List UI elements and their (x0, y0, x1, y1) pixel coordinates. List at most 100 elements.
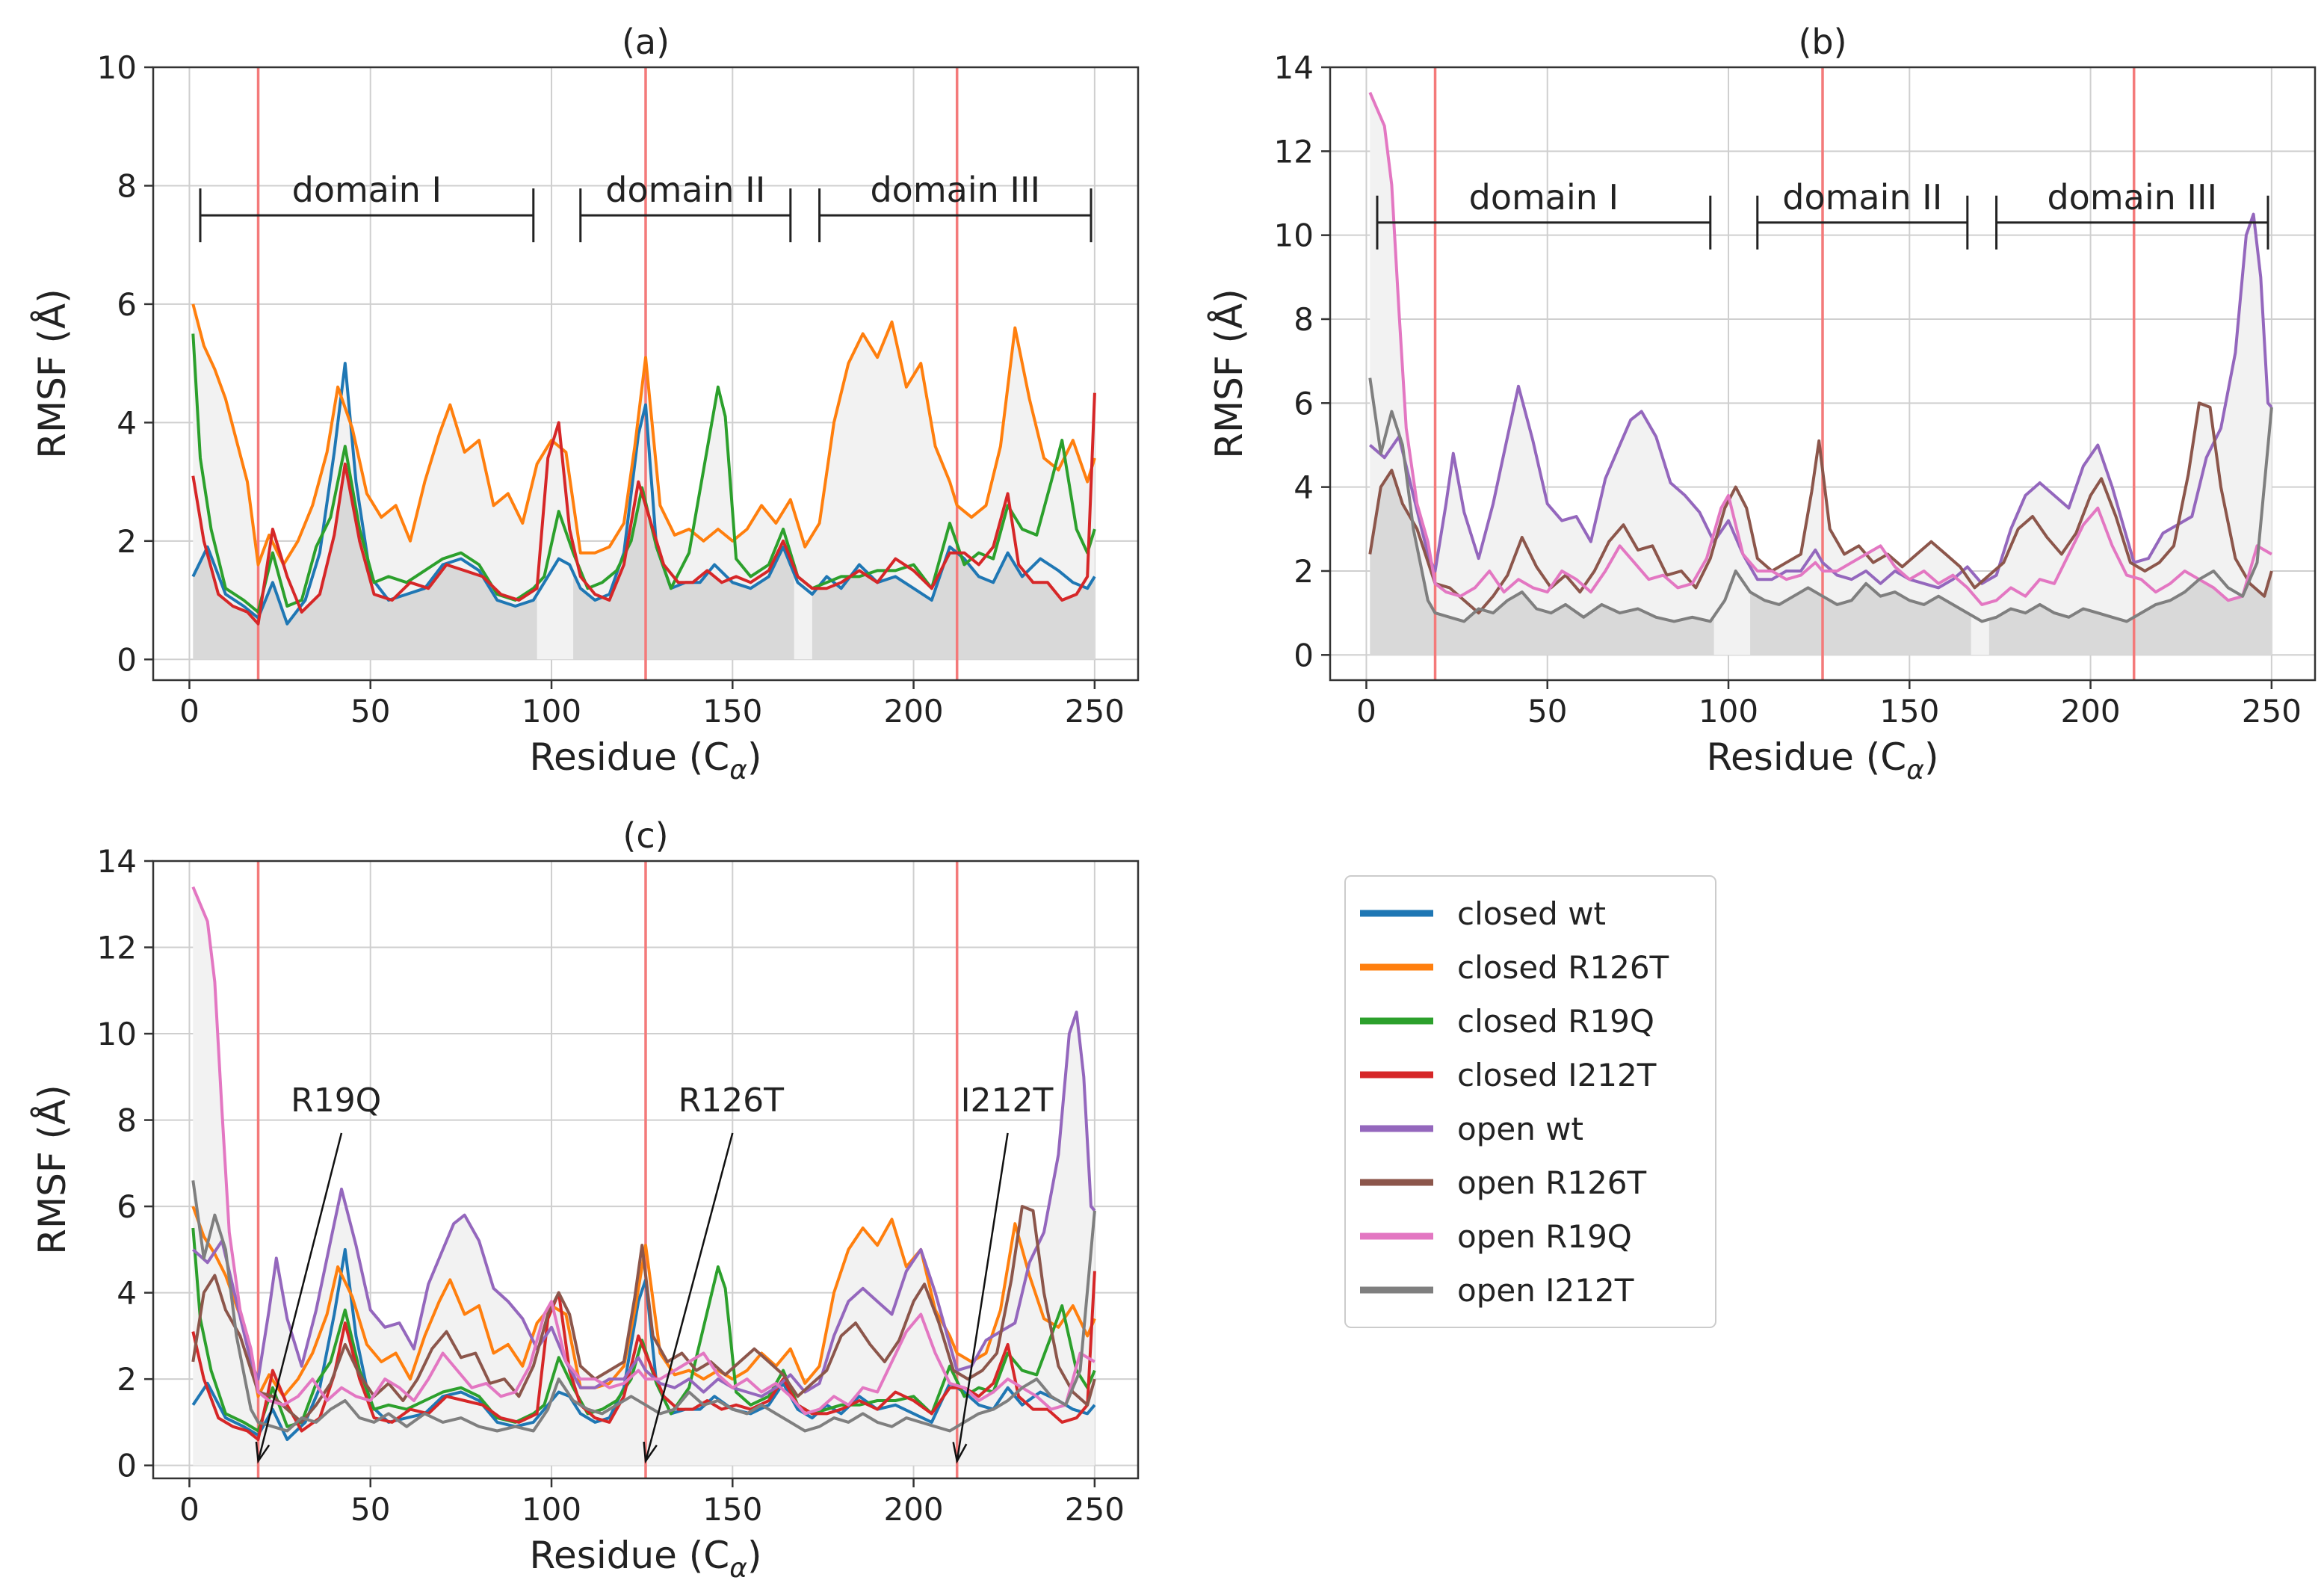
series-line-closed-r126t (191, 303, 1096, 567)
x-tick-label-50: 50 (1527, 693, 1567, 729)
y-axis-label: RMSF (Å) (31, 1084, 74, 1255)
annotation-arrow (644, 1132, 734, 1462)
y-tick-label-10: 10 (97, 49, 137, 86)
series-line-open-r126t (191, 1205, 1096, 1424)
x-tick-label-0: 0 (1356, 693, 1376, 729)
x-tick-label-200: 200 (883, 693, 943, 729)
series-line-open-wt (191, 1010, 1096, 1398)
y-tick-label-14: 14 (1274, 49, 1314, 86)
series-line-closed-wt (191, 362, 1096, 626)
legend-entry-closed-r19q: closed R19Q (1360, 1003, 1654, 1040)
annotation-r126t: R126T (643, 1081, 785, 1464)
legend-label: closed I212T (1457, 1057, 1657, 1093)
panel-b: 0 50 100 150 200 250 0 2 4 6 8 10 12 14 (b) Residue (Cα… (1208, 22, 2317, 786)
panel-a: 0 50 100 150 200 250 0 2 4 6 8 10 (a) Residue (Cα) RMS… (31, 22, 1140, 786)
axes-frame (152, 860, 1140, 1480)
legend-label: closed R19Q (1457, 1003, 1654, 1040)
y-tick-label-4: 4 (117, 1275, 137, 1312)
axes-frame (152, 66, 1140, 682)
legend-label: open wt (1457, 1111, 1583, 1147)
annotation-r19q: R19Q (255, 1081, 381, 1464)
domain-bracket-domain-i: domain I (199, 170, 535, 243)
y-tick-label-12: 12 (97, 930, 137, 966)
x-tick-label-200: 200 (883, 1491, 943, 1528)
series-line-closed-r126t (191, 1206, 1096, 1398)
shade-min-envelope-3 (1988, 570, 2272, 655)
shade-max-envelope (193, 303, 1095, 660)
y-tick-label-0: 0 (117, 1448, 137, 1484)
annotation-arrow (257, 1132, 343, 1462)
domain-label: domain II (605, 170, 765, 210)
x-tick-label-250: 250 (1065, 693, 1125, 729)
y-tick-label-6: 6 (117, 286, 137, 323)
domain-bracket-domain-ii: domain II (579, 170, 792, 243)
plot-area (191, 67, 1096, 680)
legend-entry-open-r126t: open R126T (1360, 1164, 1647, 1201)
x-tick-label-150: 150 (702, 693, 762, 729)
annotation-arrowhead (643, 1441, 658, 1464)
x-tick-label-200: 200 (2060, 693, 2120, 729)
legend-frame (1344, 875, 1716, 1328)
y-tick-label-10: 10 (1274, 217, 1314, 254)
panel-title: (c) (622, 815, 668, 856)
series-line-closed-i212t (191, 392, 1096, 626)
annotation-arrow (956, 1132, 1009, 1462)
plot-area (191, 861, 1096, 1478)
annotation-label: R19Q (291, 1081, 381, 1120)
series-line-open-r19q (191, 886, 1095, 1416)
annotation-arrowhead (255, 1441, 271, 1464)
legend-entry-closed-wt: closed wt (1360, 895, 1606, 932)
series-line-open-i212t (191, 1180, 1096, 1433)
legend-entry-open-r19q: open R19Q (1360, 1218, 1632, 1255)
series-line-open-i212t (1368, 377, 2273, 623)
shade-min-envelope-2 (573, 493, 794, 660)
panel-title: (b) (1798, 22, 1846, 62)
plot-area (1368, 67, 2273, 680)
legend-label: closed R126T (1457, 949, 1669, 986)
shade-max-envelope (193, 886, 1095, 1466)
y-tick-label-8: 8 (117, 1102, 137, 1139)
legend-entry-closed-i212t: closed I212T (1360, 1057, 1657, 1093)
domain-bracket-domain-i: domain I (1376, 177, 1712, 250)
x-axis-label: Residue (Cα) (1707, 735, 1939, 786)
y-axis-label: RMSF (Å) (1208, 288, 1251, 459)
x-tick-label-150: 150 (1879, 693, 1939, 729)
domain-bracket-domain-iii: domain III (1995, 177, 2269, 250)
legend-entry-open-i212t: open I212T (1360, 1272, 1634, 1309)
domain-label: domain II (1782, 177, 1942, 217)
axes-frame (1329, 66, 2317, 682)
x-tick-label-0: 0 (179, 1491, 200, 1528)
domain-label: domain III (870, 170, 1040, 210)
y-tick-label-6: 6 (117, 1188, 137, 1225)
shade-min-envelope-3 (812, 552, 1095, 660)
y-tick-label-10: 10 (97, 1016, 137, 1052)
y-tick-label-0: 0 (117, 641, 137, 678)
panel-c: 0 50 100 150 200 250 0 2 4 6 8 10 12 14 (c) Residue (Cα… (31, 815, 1140, 1584)
annotation-i212t: I212T (952, 1081, 1054, 1464)
annotation-label: R126T (679, 1081, 785, 1120)
y-tick-label-6: 6 (1294, 385, 1314, 422)
x-tick-label-50: 50 (350, 1491, 390, 1528)
y-tick-label-2: 2 (117, 523, 137, 560)
panel-title: (a) (622, 22, 670, 62)
annotation-label: I212T (961, 1081, 1054, 1120)
y-tick-label-4: 4 (117, 404, 137, 441)
x-tick-label-0: 0 (179, 693, 200, 729)
annotation-arrowhead (952, 1442, 968, 1464)
shade-min-envelope-1 (1370, 470, 1714, 655)
legend-label: open R126T (1457, 1164, 1647, 1201)
legend-entry-closed-r126t: closed R126T (1360, 949, 1669, 986)
x-tick-label-250: 250 (1065, 1491, 1125, 1528)
y-tick-label-2: 2 (1294, 553, 1314, 590)
y-tick-label-0: 0 (1294, 637, 1314, 673)
series-line-open-r126t (1368, 401, 2273, 615)
y-tick-label-4: 4 (1294, 469, 1314, 506)
y-tick-label-8: 8 (117, 167, 137, 204)
shade-min-envelope-2 (1750, 583, 1971, 655)
x-tick-label-100: 100 (1699, 693, 1758, 729)
domain-bracket-domain-ii: domain II (1756, 177, 1969, 250)
y-tick-label-12: 12 (1274, 133, 1314, 170)
y-tick-label-8: 8 (1294, 301, 1314, 338)
y-tick-label-14: 14 (97, 843, 137, 880)
